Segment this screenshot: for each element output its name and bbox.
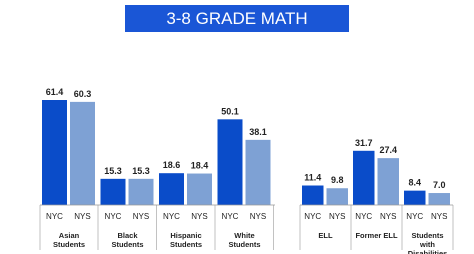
- bar: [70, 101, 95, 205]
- bar: [302, 185, 324, 205]
- value-label: 9.8: [331, 175, 344, 185]
- series-label: NYC: [406, 212, 423, 221]
- category-label: Former ELL: [355, 231, 398, 240]
- category-label: White Students: [228, 231, 261, 249]
- series-label: NYC: [46, 212, 63, 221]
- category-label: Black Students: [111, 231, 144, 249]
- series-label: NYS: [250, 212, 266, 221]
- series-label: NYC: [304, 212, 321, 221]
- bar: [326, 188, 348, 205]
- bar: [187, 173, 212, 205]
- series-label: NYS: [431, 212, 447, 221]
- value-label: 38.1: [249, 127, 267, 137]
- bar: [404, 190, 426, 205]
- bar: [377, 158, 399, 205]
- chart-title: 3-8 GRADE MATH: [125, 5, 349, 32]
- value-label: 15.3: [132, 166, 150, 176]
- category-label: Hispanic Students: [169, 231, 203, 249]
- bar: [100, 178, 126, 205]
- value-label: 7.0: [433, 180, 446, 190]
- value-label: 18.4: [191, 161, 209, 171]
- bar: [428, 193, 450, 205]
- bar: [42, 100, 67, 205]
- bar: [353, 150, 375, 205]
- value-label: 11.4: [304, 173, 321, 183]
- value-label: 31.7: [355, 138, 373, 148]
- series-label: NYS: [329, 212, 345, 221]
- value-label: 18.6: [163, 160, 181, 170]
- value-label: 60.3: [74, 89, 92, 99]
- series-label: NYS: [74, 212, 90, 221]
- series-label: NYS: [191, 212, 207, 221]
- category-label: Students with Disabilities: [407, 231, 448, 254]
- value-label: 15.3: [104, 166, 122, 176]
- series-label: NYC: [163, 212, 180, 221]
- category-label: Asian Students: [52, 231, 86, 249]
- value-label: 50.1: [221, 106, 239, 116]
- bar: [159, 173, 184, 205]
- series-label: NYC: [105, 212, 122, 221]
- bar: [128, 178, 154, 205]
- series-label: NYS: [133, 212, 149, 221]
- value-label: 61.4: [46, 87, 64, 97]
- value-label: 8.4: [408, 178, 421, 188]
- series-label: NYS: [380, 212, 396, 221]
- bar: [245, 139, 271, 205]
- value-label: 27.4: [379, 145, 397, 155]
- category-label: ELL: [318, 231, 333, 240]
- series-label: NYC: [355, 212, 372, 221]
- bar: [217, 119, 243, 205]
- series-label: NYC: [222, 212, 239, 221]
